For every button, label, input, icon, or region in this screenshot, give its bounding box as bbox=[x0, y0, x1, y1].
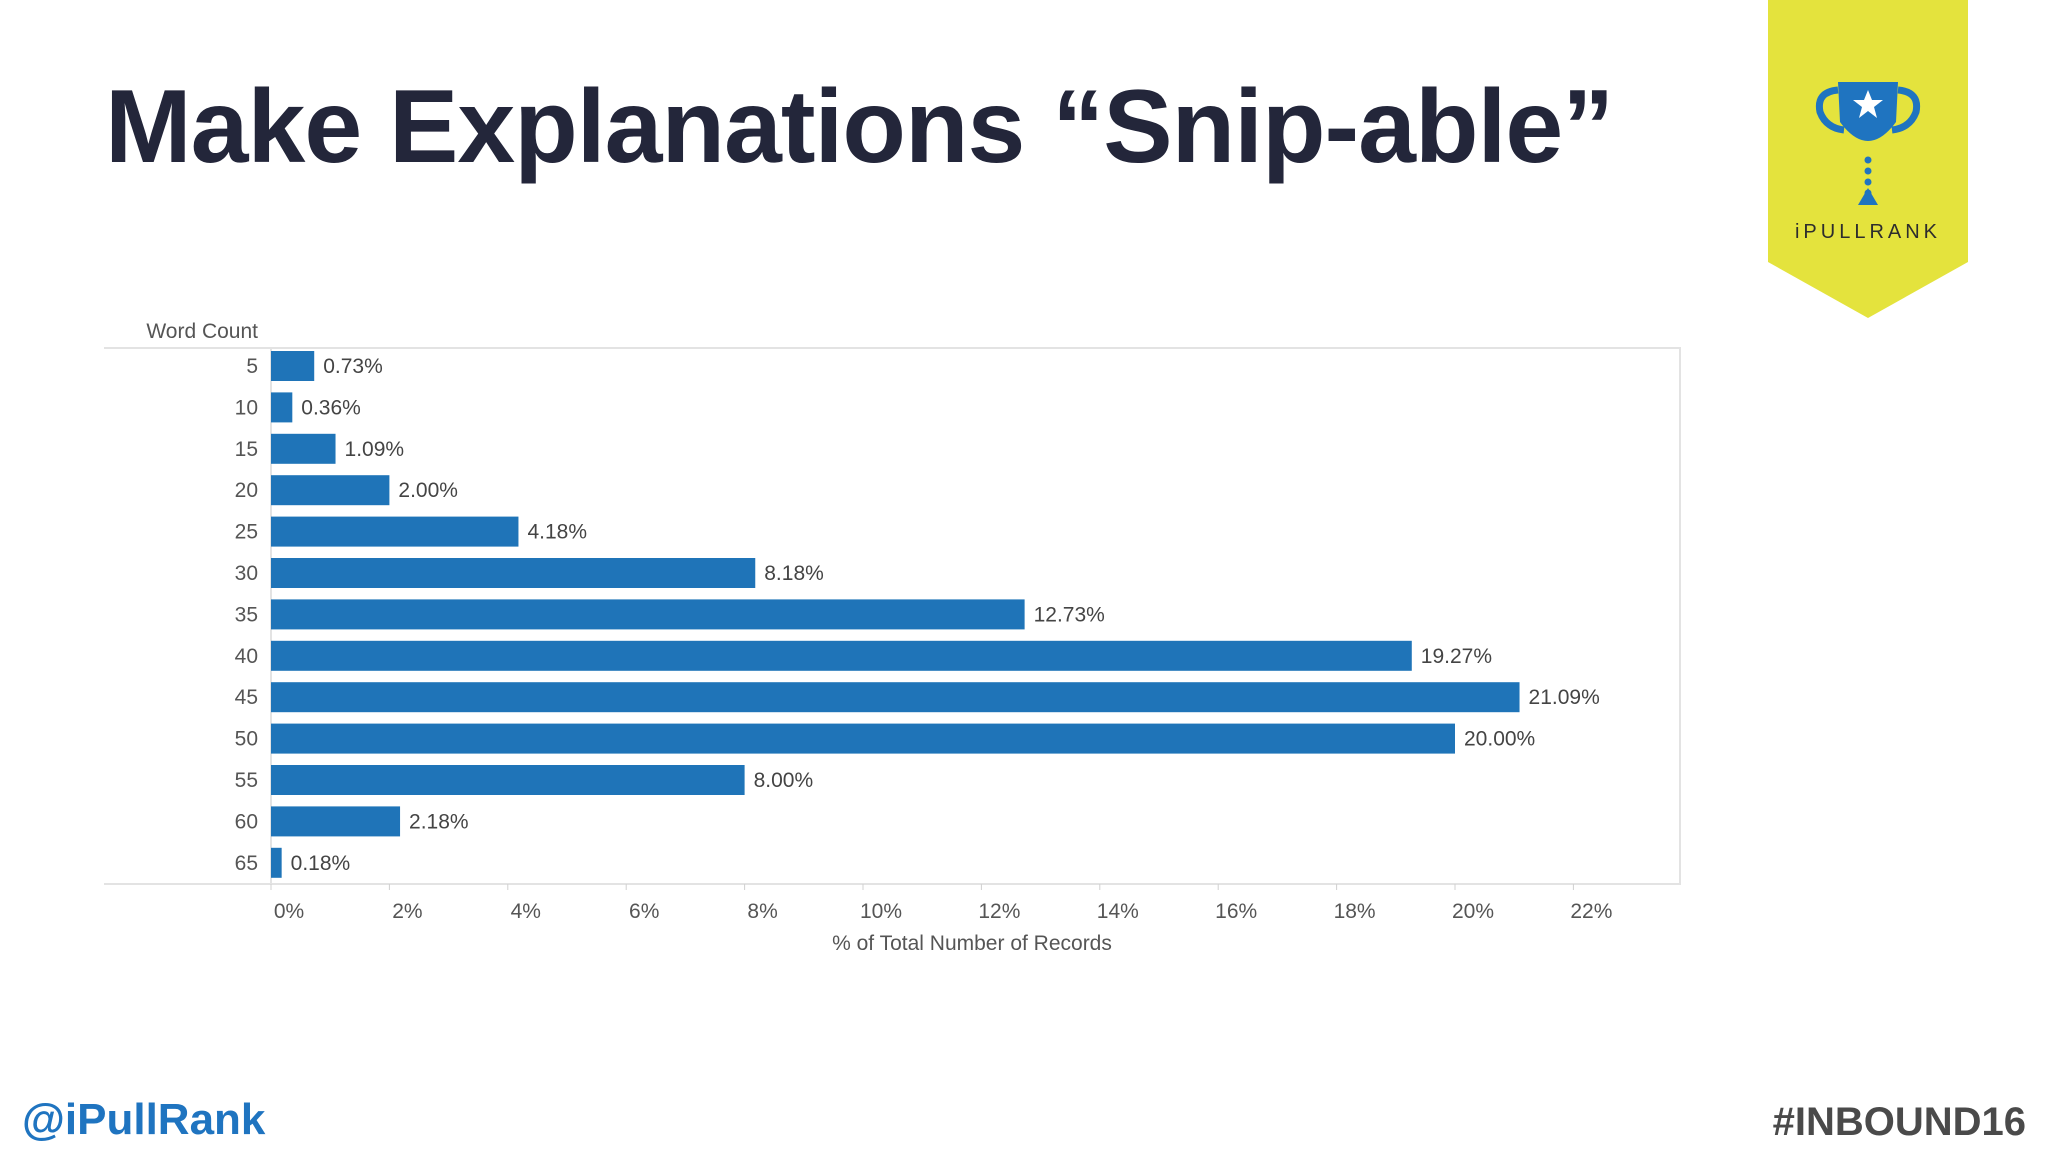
twitter-handle[interactable]: @iPullRank bbox=[22, 1095, 266, 1144]
data-label-50: 20.00% bbox=[1464, 728, 1535, 751]
x-axis-title: % of Total Number of Records bbox=[832, 932, 1112, 955]
logo-brand-text: iPULLRANK bbox=[1795, 221, 1941, 243]
bar-35 bbox=[271, 599, 1025, 630]
slide-title: Make Explanations “Snip-able” bbox=[105, 69, 1614, 185]
data-label-55: 8.00% bbox=[754, 769, 814, 792]
bar-50 bbox=[271, 723, 1455, 754]
x-tick-label-6: 6% bbox=[629, 900, 659, 923]
bar-20 bbox=[271, 475, 390, 506]
data-label-20: 2.00% bbox=[398, 479, 458, 502]
x-tick-label-16: 16% bbox=[1215, 900, 1257, 923]
category-label-25: 25 bbox=[235, 521, 258, 544]
x-tick-label-0: 0% bbox=[274, 900, 304, 923]
category-label-50: 50 bbox=[235, 728, 258, 751]
category-label-60: 60 bbox=[235, 810, 258, 833]
data-label-25: 4.18% bbox=[527, 521, 587, 544]
x-tick-label-4: 4% bbox=[511, 900, 541, 923]
category-axis-title: Word Count bbox=[146, 320, 258, 343]
data-label-40: 19.27% bbox=[1421, 645, 1492, 668]
category-label-10: 10 bbox=[235, 396, 258, 419]
category-label-55: 55 bbox=[235, 769, 258, 792]
data-label-60: 2.18% bbox=[409, 810, 469, 833]
category-label-40: 40 bbox=[235, 645, 258, 668]
x-tick-label-10: 10% bbox=[860, 900, 902, 923]
data-label-15: 1.09% bbox=[345, 438, 405, 461]
x-tick-label-22: 22% bbox=[1570, 900, 1612, 923]
bar-40 bbox=[271, 640, 1412, 671]
data-label-10: 0.36% bbox=[301, 396, 361, 419]
category-label-65: 65 bbox=[235, 852, 258, 875]
bar-15 bbox=[271, 433, 336, 464]
bar-65 bbox=[271, 847, 282, 878]
category-label-5: 5 bbox=[246, 355, 258, 378]
x-tick-label-20: 20% bbox=[1452, 900, 1494, 923]
bar-55 bbox=[271, 765, 745, 795]
bar-25 bbox=[271, 516, 519, 547]
data-label-65: 0.18% bbox=[291, 852, 351, 875]
data-label-45: 21.09% bbox=[1529, 686, 1600, 709]
event-hashtag: #INBOUND16 bbox=[1772, 1100, 2026, 1144]
category-label-35: 35 bbox=[235, 603, 258, 626]
x-tick-label-8: 8% bbox=[747, 900, 777, 923]
data-label-30: 8.18% bbox=[764, 562, 824, 585]
data-label-35: 12.73% bbox=[1034, 603, 1105, 626]
ipullrank-logo: iPULLRANK bbox=[1768, 0, 1968, 318]
category-label-20: 20 bbox=[235, 479, 258, 502]
bar-5 bbox=[271, 351, 315, 381]
trophy-icon bbox=[1815, 82, 1921, 205]
data-label-5: 0.73% bbox=[323, 355, 383, 378]
bar-45 bbox=[271, 682, 1520, 713]
x-tick-label-18: 18% bbox=[1334, 900, 1376, 923]
bar-60 bbox=[271, 806, 401, 837]
category-label-30: 30 bbox=[235, 562, 258, 585]
category-label-45: 45 bbox=[235, 686, 258, 709]
x-tick-label-14: 14% bbox=[1097, 900, 1139, 923]
x-tick-label-12: 12% bbox=[978, 900, 1020, 923]
bar-10 bbox=[271, 392, 293, 423]
x-tick-label-2: 2% bbox=[392, 900, 422, 923]
bar-30 bbox=[271, 558, 756, 588]
category-label-15: 15 bbox=[235, 438, 258, 461]
